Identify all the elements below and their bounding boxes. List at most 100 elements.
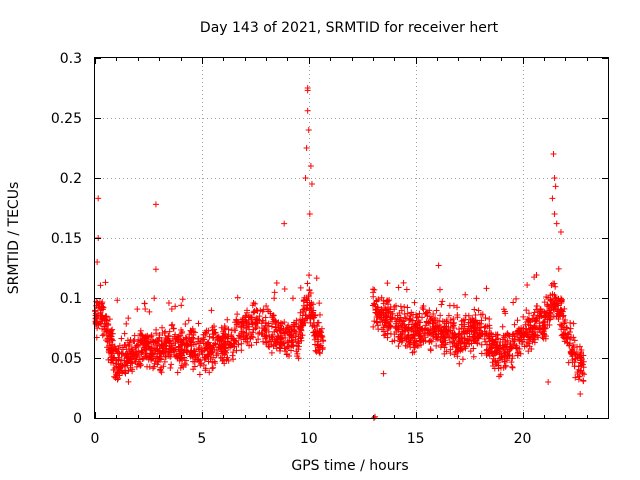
data-point (525, 333, 532, 340)
data-point (228, 335, 235, 342)
data-point (388, 310, 395, 317)
data-point (142, 342, 149, 349)
data-point (413, 314, 420, 321)
data-point (302, 175, 309, 181)
data-point (296, 329, 303, 336)
data-point (420, 338, 427, 345)
data-point (266, 334, 273, 341)
data-point (152, 266, 159, 273)
data-point (138, 331, 145, 338)
data-point (158, 350, 165, 357)
data-point (450, 302, 457, 309)
data-point (176, 350, 183, 357)
data-point (493, 343, 500, 350)
data-point (572, 374, 579, 381)
data-point (395, 343, 402, 350)
x-tick-labels: 0 5 10 15 20 (91, 431, 532, 447)
data-point (102, 323, 109, 330)
data-point (410, 331, 417, 338)
data-point (185, 335, 192, 342)
data-point (422, 322, 429, 329)
data-point (477, 324, 484, 331)
data-point (230, 349, 237, 356)
data-point (250, 334, 257, 341)
data-point (435, 262, 442, 269)
data-point (187, 353, 194, 360)
data-point (199, 347, 206, 354)
data-point (526, 316, 533, 323)
data-point (303, 145, 310, 151)
data-point (177, 354, 184, 361)
data-point (202, 331, 209, 338)
data-point (202, 365, 209, 372)
data-point (313, 275, 320, 282)
data-point (400, 318, 407, 325)
data-point (190, 331, 197, 338)
data-point (107, 346, 114, 353)
data-point (555, 265, 562, 272)
data-point (178, 355, 185, 362)
data-point (307, 163, 314, 169)
data-point (209, 324, 216, 331)
data-point (209, 359, 216, 366)
data-point (121, 362, 128, 369)
y-tick-labels: 0 0.05 0.1 0.15 0.2 0.25 0.3 (51, 51, 82, 427)
data-point (319, 346, 326, 353)
data-point (473, 295, 480, 302)
data-point (380, 370, 387, 377)
data-point (286, 343, 293, 350)
data-point (371, 286, 378, 293)
y-tick-label: 0.3 (60, 51, 82, 67)
data-point (470, 323, 477, 330)
data-point (564, 324, 571, 331)
data-point (529, 329, 536, 336)
data-point (179, 346, 186, 353)
data-point (113, 371, 120, 378)
data-point (309, 323, 316, 330)
data-point (457, 345, 464, 352)
data-point (117, 360, 124, 367)
data-point (310, 319, 317, 326)
data-point (552, 183, 559, 190)
data-point (375, 296, 382, 303)
data-point (256, 329, 263, 336)
data-point (277, 328, 284, 335)
data-point (188, 338, 195, 345)
data-point (131, 355, 138, 362)
data-point (158, 364, 165, 371)
data-point (315, 338, 322, 345)
data-point (220, 349, 227, 356)
data-point (514, 317, 521, 324)
data-point (506, 333, 513, 340)
data-point (149, 337, 156, 344)
data-point (272, 324, 279, 331)
data-point (414, 313, 421, 320)
data-point (459, 331, 466, 338)
data-point (369, 302, 376, 309)
data-point (180, 349, 187, 356)
data-point (578, 354, 585, 361)
data-point (405, 321, 412, 328)
data-point (158, 341, 165, 348)
data-point (233, 316, 240, 323)
data-point (281, 220, 288, 227)
data-point (375, 305, 382, 312)
data-point (509, 363, 516, 370)
data-point (142, 335, 149, 342)
data-point (127, 364, 134, 371)
data-point (179, 296, 186, 303)
data-point (413, 338, 420, 345)
data-point (384, 327, 391, 334)
data-point (370, 323, 377, 330)
data-point (103, 328, 110, 335)
data-point (221, 326, 228, 333)
data-point (224, 316, 231, 323)
data-point (442, 339, 449, 346)
data-point (148, 356, 155, 363)
data-point (196, 358, 203, 365)
data-point (449, 323, 456, 330)
data-point (551, 280, 558, 287)
data-point (243, 332, 250, 339)
data-point (569, 359, 576, 366)
data-point (515, 325, 522, 332)
